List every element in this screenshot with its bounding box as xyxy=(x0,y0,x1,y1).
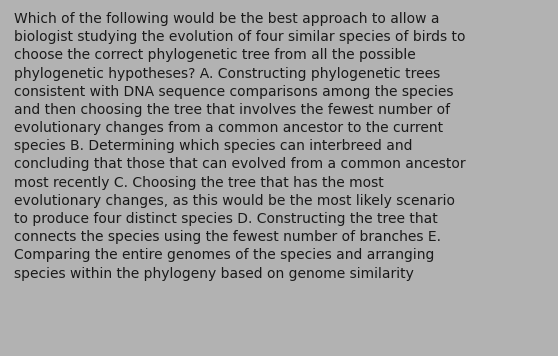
Text: Which of the following would be the best approach to allow a
biologist studying : Which of the following would be the best… xyxy=(14,12,465,281)
